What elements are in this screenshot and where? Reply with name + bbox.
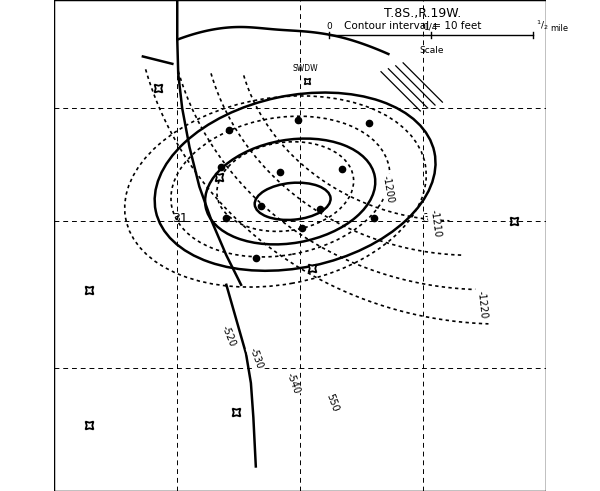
Text: -1210: -1210: [428, 209, 442, 238]
Text: $\mathregular{^1/_2}$: $\mathregular{^1/_2}$: [536, 19, 548, 32]
Text: 31: 31: [172, 212, 188, 225]
Text: 32: 32: [422, 212, 438, 225]
Text: Scale: Scale: [419, 46, 443, 55]
Text: -530: -530: [247, 346, 264, 371]
Text: 1/4: 1/4: [424, 23, 439, 31]
Text: 0: 0: [326, 23, 332, 31]
Text: -540: -540: [284, 371, 301, 395]
Text: -520: -520: [220, 324, 238, 349]
Text: 550: 550: [324, 392, 340, 413]
Text: Contour interval = 10 feet: Contour interval = 10 feet: [344, 21, 482, 30]
Text: SWDW: SWDW: [292, 64, 318, 73]
Text: T.8S.,R.19W.: T.8S.,R.19W.: [384, 7, 461, 20]
Text: -1200: -1200: [381, 174, 396, 204]
Text: -1220: -1220: [475, 290, 488, 319]
Text: mile: mile: [550, 25, 569, 33]
